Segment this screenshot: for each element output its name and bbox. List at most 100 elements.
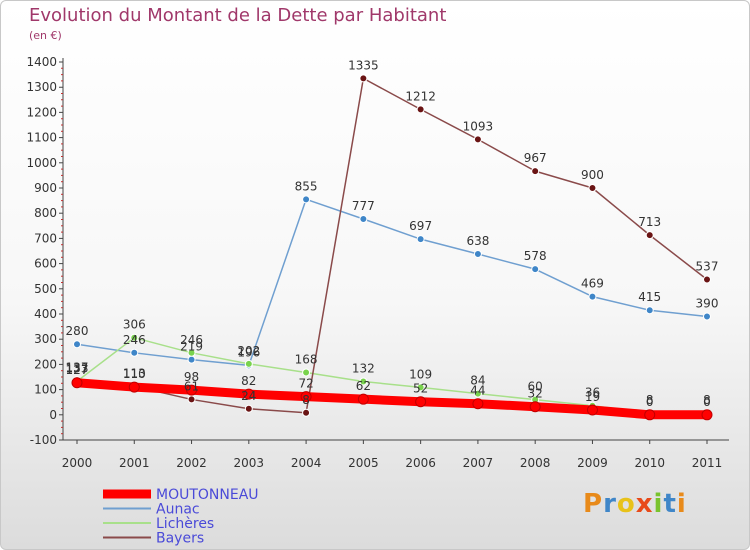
data-label-aunac: 219 — [180, 340, 203, 354]
y-tick-label: 800 — [34, 206, 57, 220]
data-label-lich-res: 8 — [703, 393, 711, 407]
data-point-bayers — [359, 74, 368, 83]
data-label-bayers: 137 — [66, 360, 89, 374]
logo-letter: P — [583, 489, 604, 519]
data-label-lich-res: 202 — [237, 344, 260, 358]
data-label-lich-res: 8 — [646, 393, 654, 407]
y-tick-label: 1300 — [26, 80, 57, 94]
logo-letter: i — [653, 489, 664, 519]
data-point-bayers — [187, 395, 196, 404]
data-label-aunac: 697 — [409, 219, 432, 233]
data-label-aunac: 469 — [581, 277, 604, 291]
y-tick-label: 400 — [34, 307, 57, 321]
data-label-aunac: 390 — [696, 297, 719, 311]
data-point-moutonneau — [701, 409, 713, 421]
data-label-bayers: 113 — [123, 366, 146, 380]
data-label-aunac: 196 — [237, 345, 260, 359]
data-point-aunac — [187, 355, 196, 364]
data-label-moutonneau: 52 — [413, 382, 428, 396]
data-point-bayers — [531, 167, 540, 176]
data-label-lich-res: 306 — [123, 318, 146, 332]
data-point-aunac — [588, 292, 597, 301]
x-tick-label: 2004 — [291, 456, 322, 470]
x-tick-label: 2009 — [577, 456, 608, 470]
data-point-bayers — [588, 184, 597, 192]
data-point-moutonneau — [128, 381, 140, 393]
data-label-moutonneau: 127 — [66, 363, 89, 377]
y-tick-label: 1000 — [26, 156, 57, 170]
data-label-lich-res: 60 — [528, 380, 543, 394]
data-label-moutonneau: 32 — [528, 387, 543, 401]
data-point-moutonneau — [243, 388, 255, 400]
x-tick-label: 2001 — [119, 456, 150, 470]
data-label-bayers: 900 — [581, 168, 604, 182]
data-label-lich-res: 133 — [66, 361, 89, 375]
data-label-moutonneau: 0 — [646, 395, 654, 409]
data-point-moutonneau — [529, 401, 541, 413]
data-label-moutonneau: 98 — [184, 370, 199, 384]
data-point-bayers — [703, 275, 711, 284]
data-label-bayers: 1093 — [463, 119, 494, 133]
logo-letter: r — [603, 489, 617, 519]
x-tick-label: 2008 — [520, 456, 551, 470]
data-point-moutonneau — [357, 393, 369, 405]
y-tick-label: -100 — [30, 433, 57, 447]
data-label-moutonneau: 72 — [298, 377, 313, 391]
data-point-moutonneau — [186, 384, 198, 396]
x-tick-label: 2010 — [634, 456, 665, 470]
data-point-lich-res — [473, 389, 482, 398]
data-label-bayers: 8 — [302, 393, 310, 407]
data-point-moutonneau — [415, 396, 427, 408]
data-point-aunac — [703, 312, 711, 321]
data-label-moutonneau: 110 — [123, 367, 146, 381]
logo-letter: t — [663, 489, 677, 519]
data-point-moutonneau — [300, 391, 312, 403]
data-point-lich-res — [130, 333, 139, 342]
data-label-bayers: 61 — [184, 379, 199, 393]
data-label-moutonneau: 19 — [585, 390, 600, 404]
legend-label-moutonneau: MOUTONNEAU — [156, 487, 259, 503]
data-label-bayers: 1212 — [405, 89, 436, 103]
data-point-aunac — [473, 250, 482, 259]
y-tick-label: 900 — [34, 181, 57, 195]
data-point-moutonneau — [586, 404, 598, 416]
y-tick-label: 1200 — [26, 105, 57, 119]
data-label-aunac: 415 — [638, 290, 661, 304]
series-line-aunac — [76, 198, 708, 367]
series-line-bayers — [76, 77, 708, 414]
data-label-moutonneau: 44 — [470, 384, 485, 398]
chart-title: Evolution du Montant de la Dette par Hab… — [29, 5, 447, 26]
data-point-bayers — [416, 105, 425, 114]
legend-label-bayers: Bayers — [156, 531, 204, 547]
logo-letter: x — [635, 489, 654, 519]
x-tick-label: 2002 — [176, 456, 207, 470]
x-tick-label: 2006 — [405, 456, 436, 470]
data-point-bayers — [302, 408, 311, 417]
data-label-bayers: 1335 — [348, 58, 379, 72]
data-point-lich-res — [416, 383, 425, 392]
data-label-lich-res: 36 — [585, 386, 600, 400]
x-tick-label: 2007 — [463, 456, 494, 470]
x-tick-label: 2003 — [234, 456, 265, 470]
logo-letter: i — [676, 489, 687, 519]
proxiti-logo: Proxiti — [583, 489, 687, 519]
data-label-moutonneau: 0 — [703, 395, 711, 409]
y-tick-label: 700 — [34, 231, 57, 245]
data-point-aunac — [73, 340, 81, 349]
data-label-aunac: 280 — [66, 324, 89, 338]
data-label-aunac: 855 — [295, 179, 318, 193]
y-tick-label: 600 — [34, 257, 57, 271]
data-label-lich-res: 84 — [470, 374, 485, 388]
data-point-aunac — [130, 348, 139, 357]
data-point-aunac — [531, 265, 540, 274]
data-point-moutonneau — [472, 398, 484, 410]
y-tick-label: 1400 — [26, 55, 57, 69]
y-tick-label: 300 — [34, 332, 57, 346]
data-label-aunac: 777 — [352, 199, 375, 213]
data-label-lich-res: 109 — [409, 367, 432, 381]
data-point-aunac — [302, 195, 311, 204]
data-label-lich-res: 132 — [352, 362, 375, 376]
logo-letter: o — [616, 489, 636, 519]
data-point-lich-res — [187, 348, 196, 357]
